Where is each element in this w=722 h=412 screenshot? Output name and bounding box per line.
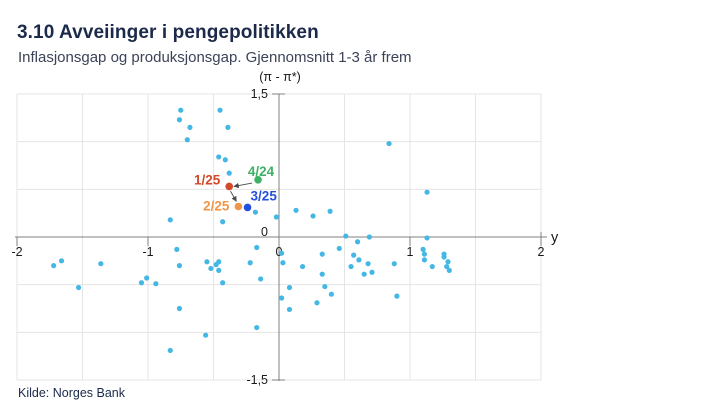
data-point xyxy=(153,281,159,287)
data-point xyxy=(280,260,286,266)
data-point xyxy=(365,261,371,267)
data-point xyxy=(343,233,349,239)
figure-title: 3.10 Avveiinger i pengepolitikken xyxy=(17,22,319,43)
data-point xyxy=(299,263,306,270)
x-tick-label: 1 xyxy=(407,245,414,259)
y-tick-label: 1,5 xyxy=(251,87,268,101)
data-point xyxy=(254,324,260,331)
data-point xyxy=(58,258,65,264)
data-point xyxy=(391,261,397,267)
data-point xyxy=(176,305,183,312)
data-point xyxy=(138,280,145,286)
data-point xyxy=(184,137,190,143)
source-note: Kilde: Norges Bank xyxy=(18,386,126,400)
data-point xyxy=(356,257,362,263)
data-point xyxy=(51,263,57,269)
data-point xyxy=(203,332,209,338)
data-point xyxy=(225,124,231,130)
data-point xyxy=(252,209,259,215)
data-point xyxy=(217,107,223,113)
highlight-point-4-24 xyxy=(254,176,262,184)
x-axis-title: y xyxy=(551,230,559,246)
y-tick-label: 0 xyxy=(261,225,268,239)
data-point xyxy=(187,124,193,130)
data-point xyxy=(220,280,226,286)
highlight-point-3-25 xyxy=(243,203,252,212)
data-point xyxy=(429,263,435,270)
annotation-arrow xyxy=(230,191,237,202)
data-point xyxy=(366,234,372,240)
data-point xyxy=(174,246,180,252)
data-point xyxy=(204,259,210,265)
data-point xyxy=(319,271,325,277)
data-point xyxy=(328,291,334,297)
data-point xyxy=(286,306,293,313)
data-point xyxy=(247,260,253,266)
data-point xyxy=(75,284,82,291)
data-point xyxy=(216,259,222,265)
x-tick-label: -2 xyxy=(11,245,22,259)
x-tick-label: 0 xyxy=(276,245,283,259)
data-point xyxy=(176,117,183,123)
highlight-point-2-25 xyxy=(234,202,243,211)
data-point xyxy=(144,275,150,281)
data-point xyxy=(226,170,232,176)
data-point xyxy=(176,263,183,269)
figure-subtitle: Inflasjonsgap og produksjonsgap. Gjennom… xyxy=(18,49,412,66)
data-point xyxy=(444,263,450,270)
data-point xyxy=(322,283,328,290)
data-point xyxy=(355,239,361,245)
data-point xyxy=(327,208,333,214)
y-tick-label: -1,5 xyxy=(246,373,268,387)
data-point xyxy=(445,259,451,265)
data-point xyxy=(310,213,316,219)
data-point xyxy=(421,257,428,263)
data-point xyxy=(208,265,214,272)
data-point xyxy=(386,140,392,147)
data-point xyxy=(394,293,400,299)
data-point xyxy=(441,254,447,260)
data-point xyxy=(348,263,354,270)
data-point xyxy=(446,267,452,273)
data-point xyxy=(424,235,430,241)
data-point xyxy=(98,261,104,267)
data-point xyxy=(273,214,279,220)
data-point xyxy=(254,244,260,251)
highlight-point-1-25 xyxy=(225,182,234,191)
annotation-arrow xyxy=(233,182,253,189)
data-point xyxy=(279,250,285,256)
highlight-label-2-25: 2/25 xyxy=(203,198,230,213)
data-point xyxy=(279,295,285,301)
data-point xyxy=(167,347,173,354)
data-point xyxy=(216,267,222,273)
data-point xyxy=(216,154,222,160)
data-point xyxy=(420,246,426,252)
data-point xyxy=(351,252,357,258)
data-point xyxy=(336,245,342,252)
data-point xyxy=(167,217,173,223)
highlight-label-1-25: 1/25 xyxy=(194,172,221,187)
data-point xyxy=(361,271,367,277)
data-point xyxy=(314,300,320,306)
data-point xyxy=(178,107,184,113)
data-point xyxy=(293,207,299,213)
y-axis-title: (π - π*) xyxy=(259,70,301,84)
highlight-label-4-24: 4/24 xyxy=(248,164,275,179)
x-tick-label: 2 xyxy=(538,245,545,259)
data-point xyxy=(286,284,293,291)
data-point xyxy=(369,269,375,275)
highlight-label-3-25: 3/25 xyxy=(251,188,278,203)
data-point xyxy=(220,219,226,225)
data-point xyxy=(319,251,325,257)
data-point xyxy=(421,251,428,257)
data-point xyxy=(258,276,264,282)
data-point xyxy=(222,157,228,163)
x-tick-label: -1 xyxy=(142,245,153,259)
data-point xyxy=(424,189,430,195)
